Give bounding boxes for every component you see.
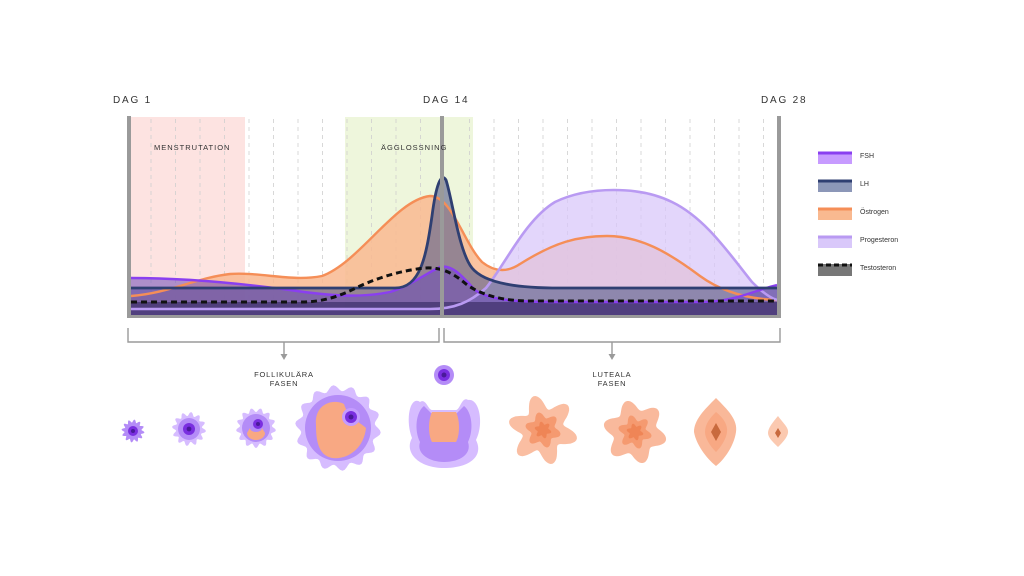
legend-swatch-fsh <box>818 151 852 164</box>
lh-line <box>131 176 777 290</box>
follicle-stage-3-nucleus <box>256 422 260 426</box>
follicular-phase-line1: FOLLIKULÄRA <box>254 370 314 379</box>
ruptured-follicle-antrum <box>429 412 459 442</box>
day-28-label: DAG 28 <box>761 95 808 106</box>
baseline-area <box>131 302 777 316</box>
ostrogen-line <box>130 194 778 302</box>
legend-swatch-ostrogen <box>818 207 852 220</box>
corpus-albicans-stage-1-center <box>711 423 721 441</box>
follicular-arrow-head <box>280 354 288 360</box>
day-14-label: DAG 14 <box>423 95 470 106</box>
legend-item-testosteron: Testosteron <box>818 262 928 278</box>
day-1-label: DAG 1 <box>113 95 153 106</box>
axis-left <box>127 116 131 318</box>
corpus-albicans-stage-2-center <box>775 428 781 438</box>
legend-label-testosteron: Testosteron <box>860 265 897 272</box>
released-egg-nucleus <box>441 372 447 378</box>
follicle-stage-4-antrum <box>315 401 366 459</box>
progesteron-area <box>131 190 777 316</box>
luteal-arrow-head <box>608 354 616 360</box>
axis-bottom <box>127 315 781 318</box>
legend-swatch-fill-progesteron <box>818 236 852 248</box>
axis-middle <box>440 116 444 318</box>
luteal-phase-line1: LUTEALA <box>592 370 632 379</box>
lh-area <box>131 177 777 316</box>
legend-swatch-progesteron <box>818 235 852 248</box>
testosteron-line <box>131 266 777 304</box>
follicular-bracket <box>127 328 440 343</box>
luteal-bracket <box>443 328 781 343</box>
follicular-phase-label: FOLLIKULÄRA FASEN <box>244 370 324 388</box>
legend-item-progesteron: Progesteron <box>818 234 928 250</box>
legend-item-ostrogen: Östrogen <box>818 206 928 222</box>
axis-right <box>777 116 781 318</box>
legend-swatch-lh <box>818 179 852 192</box>
legend-item-lh: LH <box>818 178 928 194</box>
follicle-stage-3-antrum <box>247 428 265 440</box>
follicular-phase-line2: FASEN <box>269 379 299 388</box>
corpus-luteum-stage-2-center <box>626 423 644 441</box>
luteal-phase-line2: FASEN <box>597 379 627 388</box>
legend-label-fsh: FSH <box>860 153 874 160</box>
legend-label-lh: LH <box>860 181 869 188</box>
follicle-stages <box>121 365 789 471</box>
legend-swatch-fill-testosteron <box>818 264 852 276</box>
legend-swatch-fill-fsh <box>818 152 852 164</box>
legend-swatch-testosteron <box>818 263 852 276</box>
legend-label-progesteron: Progesteron <box>860 237 899 244</box>
follicle-stage-1-nucleus <box>131 429 135 433</box>
follicle-stage-2-nucleus <box>186 426 192 432</box>
progesteron-line <box>131 188 778 311</box>
legend-item-fsh: FSH <box>818 150 928 166</box>
menstruation-label: MENSTRUTATION <box>154 143 231 152</box>
corpus-luteum-stage-1-center <box>534 421 552 439</box>
legend-label-ostrogen: Östrogen <box>860 209 889 216</box>
luteal-phase-label: LUTEALA FASEN <box>572 370 652 388</box>
legend-swatch-fill-lh <box>818 180 852 192</box>
ovulation-label: ÄGGLOSSNING <box>381 143 448 152</box>
follicle-stage-4-nucleus <box>348 414 354 420</box>
legend-swatch-fill-ostrogen <box>818 208 852 220</box>
